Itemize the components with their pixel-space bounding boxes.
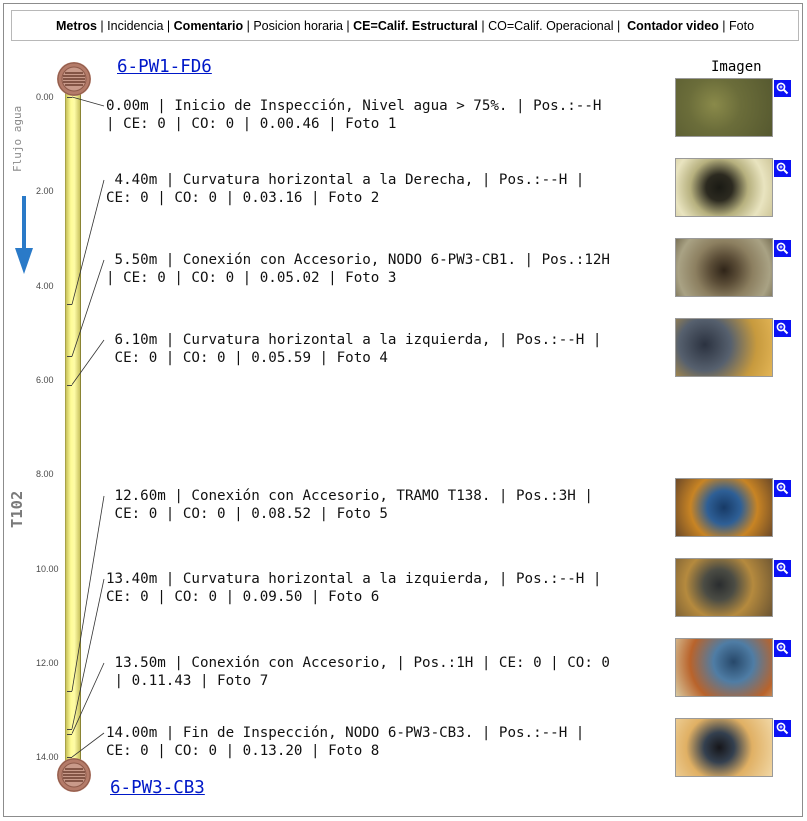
- legend-item: |: [243, 18, 254, 33]
- observation-line-1: 6.10m | Curvatura horizontal a la izquie…: [106, 332, 602, 348]
- magnifier-icon[interactable]: [774, 640, 791, 657]
- observation-leader-line: [71, 578, 105, 729]
- scale-tick-label: 0.00: [36, 92, 54, 102]
- photo-thumbnail[interactable]: [675, 78, 773, 137]
- legend-item: |: [163, 18, 174, 33]
- scale-tick-label: 8.00: [36, 469, 54, 480]
- observation-text: 6.10m | Curvatura horizontal a la izquie…: [106, 331, 602, 367]
- observation-marker: [67, 97, 72, 98]
- observation-leader-line: [71, 495, 105, 692]
- observation-leader-line: [71, 96, 105, 107]
- images-column-header: Imagen: [711, 59, 762, 75]
- scale-tick-label: 4.00: [36, 280, 54, 291]
- observation-text: 5.50m | Conexión con Accesorio, NODO 6-P…: [106, 251, 610, 287]
- observation-leader-line: [71, 339, 105, 385]
- observation-leader-line: [71, 662, 105, 734]
- legend-item: CE=Calif. Estructural: [353, 18, 478, 33]
- observation-text: 13.40m | Curvatura horizontal a la izqui…: [106, 570, 601, 606]
- observation-marker: [67, 356, 72, 358]
- observation-text: 12.60m | Conexión con Accesorio, TRAMO T…: [106, 487, 593, 523]
- observation-marker: [67, 384, 72, 386]
- scale-tick-label: 10.00: [36, 563, 59, 574]
- legend-item: Incidencia: [107, 18, 164, 33]
- legend-item: Comentario: [173, 18, 244, 33]
- observation-text: 13.50m | Conexión con Accesorio, | Pos.:…: [106, 654, 610, 690]
- legend-bar: Metros | Incidencia | Comentario | Posic…: [11, 10, 799, 41]
- start-node-link[interactable]: 6-PW1-FD6: [117, 57, 212, 77]
- legend-item: |: [96, 18, 108, 33]
- observation-leader-line: [71, 259, 105, 357]
- observation-marker: [67, 304, 72, 306]
- photo-thumbnail[interactable]: [675, 318, 773, 377]
- observation-line-2: | CE: 0 | CO: 0 | 0.00.46 | Foto 1: [106, 116, 397, 132]
- observation-line-1: 0.00m | Inicio de Inspección, Nivel agua…: [106, 98, 602, 114]
- scale-tick-label: 6.00: [36, 374, 54, 385]
- arrow-down-icon: [15, 196, 33, 274]
- legend-item: Posicion horaria: [253, 18, 343, 33]
- observation-line-2: CE: 0 | CO: 0 | 0.08.52 | Foto 5: [106, 506, 388, 522]
- observation-line-2: CE: 0 | CO: 0 | 0.05.59 | Foto 4: [106, 350, 388, 366]
- observation-leader-line: [71, 732, 105, 758]
- legend-item: |: [342, 18, 354, 33]
- scale-tick-label: 2.00: [36, 186, 54, 197]
- observation-line-1: 13.40m | Curvatura horizontal a la izqui…: [106, 571, 602, 587]
- observation-leader-line: [71, 179, 105, 305]
- observation-line-1: 13.50m | Conexión con Accesorio, | Pos.:…: [106, 655, 610, 671]
- magnifier-icon[interactable]: [774, 80, 791, 97]
- magnifier-icon[interactable]: [774, 240, 791, 257]
- legend-item: |: [613, 18, 628, 33]
- legend-item: |: [718, 18, 730, 33]
- legend-item: CO=Calif. Operacional: [488, 18, 614, 33]
- photo-thumbnail[interactable]: [675, 638, 773, 697]
- observation-line-2: CE: 0 | CO: 0 | 0.03.16 | Foto 2: [106, 190, 380, 206]
- observation-marker: [67, 728, 72, 730]
- magnifier-icon[interactable]: [774, 320, 791, 337]
- observation-marker: [67, 757, 72, 759]
- photo-thumbnail[interactable]: [675, 718, 773, 777]
- pipe-profile: [65, 74, 81, 774]
- observation-line-2: CE: 0 | CO: 0 | 0.09.50 | Foto 6: [106, 589, 380, 605]
- legend-item: Foto: [729, 18, 755, 33]
- start-manhole-icon: [57, 62, 91, 96]
- photo-thumbnail[interactable]: [675, 558, 773, 617]
- observation-line-2: | 0.11.43 | Foto 7: [106, 673, 269, 689]
- scale-tick-label: 12.00: [36, 657, 59, 668]
- observation-marker: [67, 691, 72, 693]
- magnifier-icon[interactable]: [774, 560, 791, 577]
- observation-text: 14.00m | Fin de Inspección, NODO 6-PW3-C…: [106, 724, 584, 760]
- photo-thumbnail[interactable]: [675, 238, 773, 297]
- observation-line-2: CE: 0 | CO: 0 | 0.13.20 | Foto 8: [106, 743, 380, 759]
- legend-item: |: [477, 18, 489, 33]
- magnifier-icon[interactable]: [774, 720, 791, 737]
- observation-line-2: | CE: 0 | CO: 0 | 0.05.02 | Foto 3: [106, 270, 397, 286]
- observation-line-1: 12.60m | Conexión con Accesorio, TRAMO T…: [106, 488, 593, 504]
- legend-item: Metros: [55, 18, 97, 33]
- photo-thumbnail[interactable]: [675, 478, 773, 537]
- magnifier-icon[interactable]: [774, 160, 791, 177]
- end-manhole-icon: [57, 758, 91, 792]
- scale-tick-label: 14.00: [36, 752, 59, 763]
- report-frame: [3, 3, 803, 817]
- legend-item: Contador video: [627, 18, 719, 33]
- magnifier-icon[interactable]: [774, 480, 791, 497]
- observation-text: 0.00m | Inicio de Inspección, Nivel agua…: [106, 97, 601, 133]
- photo-thumbnail[interactable]: [675, 158, 773, 217]
- observation-line-1: 5.50m | Conexión con Accesorio, NODO 6-P…: [106, 252, 610, 268]
- end-node-link[interactable]: 6-PW3-CB3: [110, 778, 205, 798]
- observation-line-1: 14.00m | Fin de Inspección, NODO 6-PW3-C…: [106, 725, 585, 741]
- observation-marker: [67, 733, 72, 735]
- observation-text: 4.40m | Curvatura horizontal a la Derech…: [106, 171, 584, 207]
- observation-line-1: 4.40m | Curvatura horizontal a la Derech…: [106, 172, 585, 188]
